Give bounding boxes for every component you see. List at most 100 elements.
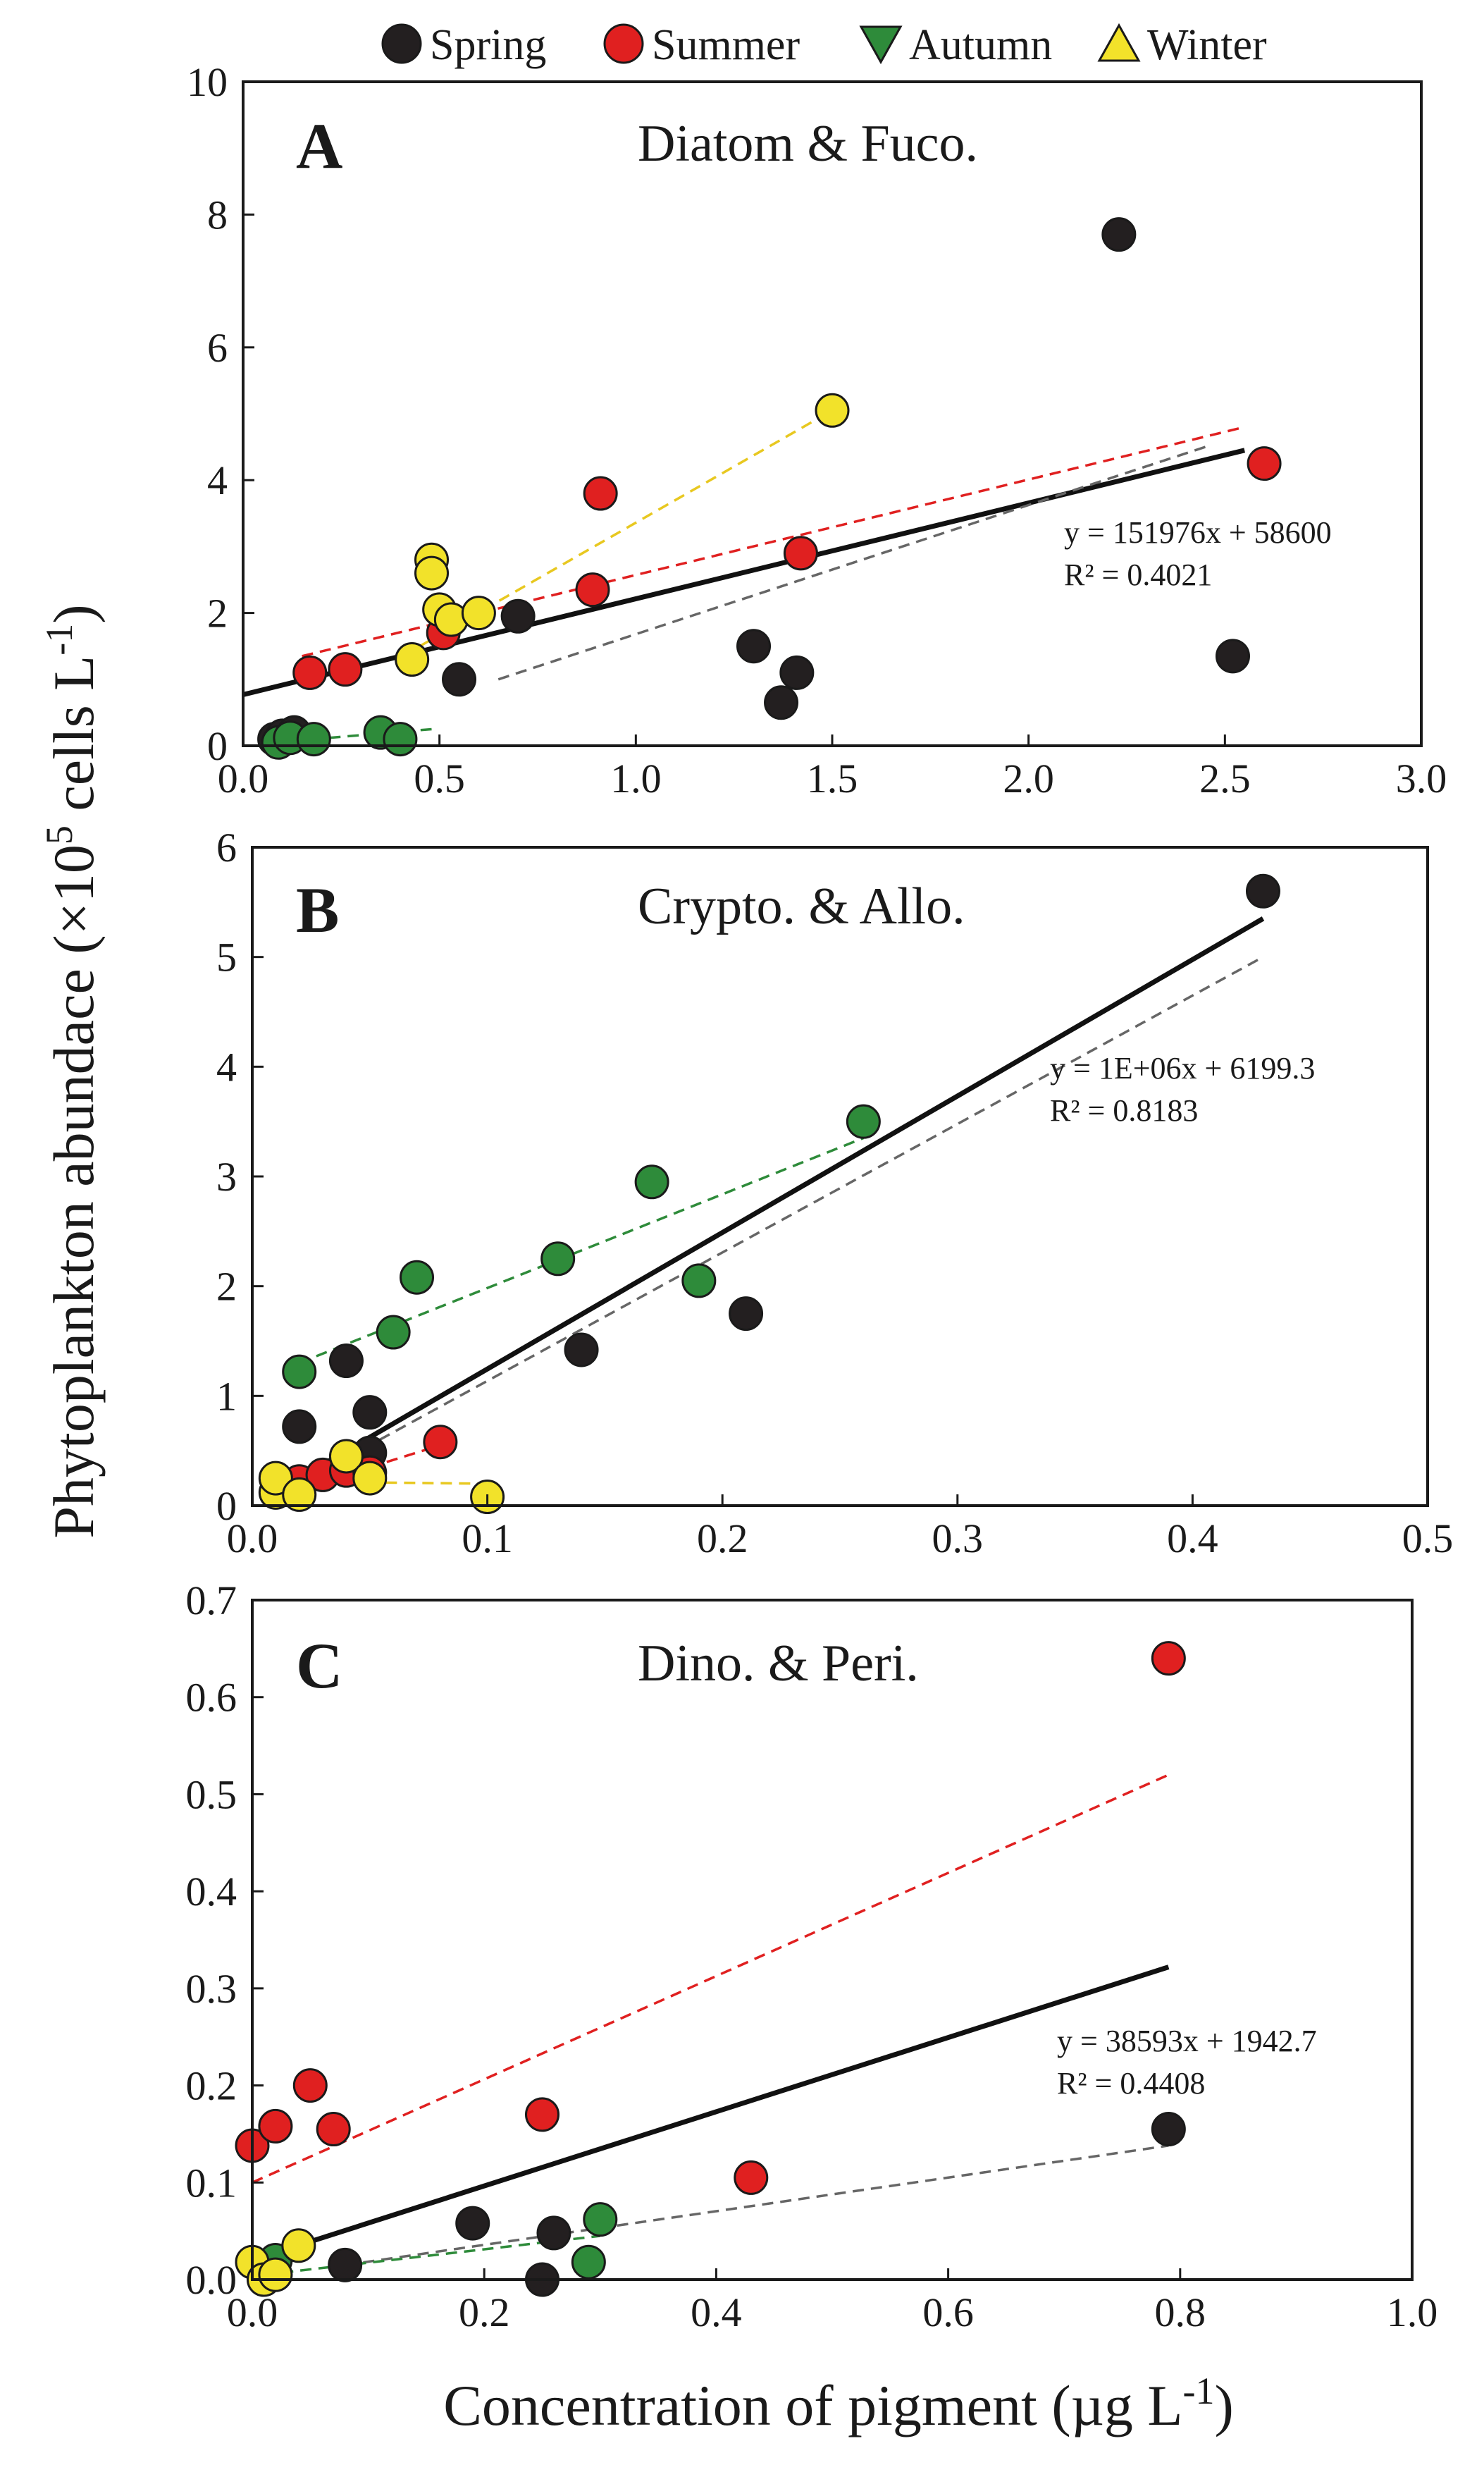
y-tick-label: 0.5 [186,1771,237,1817]
fit-line-overall [297,916,1265,1481]
data-point-autumn [571,2244,606,2280]
data-point-autumn [376,1315,411,1350]
fit-line-spring [345,2144,1169,2267]
data-point-spring [1151,2112,1186,2147]
y-axis-title: Phytoplankton abundace (×105 cells L-1) [38,604,106,1538]
legend-label-summer: Summer [652,21,800,69]
data-point-summer [316,2112,351,2147]
data-point-spring [729,1296,764,1332]
x-tick-label: 1.5 [807,756,858,801]
x-tick-label: 0.8 [1155,2289,1206,2335]
x-axis-title: Concentration of pigment (µg L-1) [443,2370,1234,2437]
data-point-autumn [400,1260,435,1295]
data-point-winter [328,1439,364,1474]
data-point-spring [352,1395,388,1430]
data-point-autumn [282,1354,317,1389]
data-point-spring [442,662,477,697]
fit-equation: y = 1E+06x + 6199.3 [1050,1051,1315,1086]
fit-line-spring [298,956,1264,1485]
data-point-spring [328,1344,364,1379]
panel-title: Crypto. & Allo. [638,878,965,935]
x-tick-label: 0.4 [691,2289,742,2335]
fit-line-summer [302,426,1245,658]
x-tick-label: 0.2 [459,2289,510,2335]
legend-label-autumn: Autumn [909,21,1052,69]
data-point-spring [455,2206,490,2241]
y-tick-label: 4 [216,1044,237,1090]
data-point-winter [414,555,450,591]
legend-marker-summer [603,23,644,64]
data-point-summer [292,655,328,690]
data-point-spring [1215,639,1250,674]
y-tick-label: 2 [216,1264,237,1310]
plot-frame [251,1599,1414,2281]
data-point-spring [282,1409,317,1444]
data-point-summer [525,2097,559,2132]
data-point-summer [575,572,610,608]
data-point-spring [736,629,772,664]
y-tick-label: 6 [207,325,228,371]
data-point-summer [783,536,818,571]
legend-label-winter: Winter [1147,21,1267,69]
x-tick-label: 0.0 [227,1515,278,1561]
fit-r2: R² = 0.8183 [1050,1093,1198,1128]
x-tick-label: 2.0 [1003,756,1054,801]
panel-c: 0.0 0.2 0.4 0.6 0.8 1.0 0.0 0.1 0.2 0.3 0.4 0.5 0.6 0… [186,1578,1438,2335]
x-tick-label: 0.0 [227,2289,278,2335]
y-tick-label: 0.0 [186,2257,237,2303]
y-tick-label: 0 [207,723,228,769]
x-tick-label: 0.5 [1402,1515,1454,1561]
data-point-autumn [583,2202,618,2237]
legend: Spring Summer Autumn Winter [381,21,1267,69]
fit-line-overall [251,1965,1170,2263]
panel-letter: C [296,1630,342,1702]
data-point-autumn [634,1164,669,1200]
data-point-summer [734,2160,769,2195]
y-tick-label: 0.4 [186,1869,237,1914]
y-tick-label: 0.2 [186,2063,237,2109]
y-tick-label: 6 [216,825,237,871]
x-tick-label: 0.5 [414,756,465,801]
data-point-spring [328,2247,363,2282]
fit-r2: R² = 0.4021 [1064,558,1212,592]
x-tick-label: 0.4 [1167,1515,1218,1561]
data-point-autumn [681,1263,717,1298]
x-tick-label: 0.0 [218,756,269,801]
data-point-summer [583,476,618,511]
y-tick-label: 0.1 [186,2160,237,2206]
panel-letter: B [296,874,339,946]
data-point-winter [258,2257,293,2292]
x-tick-label: 1.0 [610,756,662,801]
y-tick-label: 2 [207,591,228,637]
legend-marker-autumn [859,25,903,65]
panel-a: 0.0 0.5 1.0 1.5 2.0 2.5 3.0 0 2 4 6 8 10 A Diatom & … [187,59,1447,801]
data-point-spring [564,1332,599,1367]
data-point-winter [815,393,850,428]
legend-label-spring: Spring [430,21,546,69]
x-tick-label: 0.6 [922,2289,974,2335]
data-point-winter [258,1461,293,1496]
data-point-winter [281,2228,316,2263]
fit-line-summer [252,1773,1170,2184]
legend-marker-winter [1097,23,1141,62]
x-tick-label: 0.1 [462,1515,513,1561]
data-point-winter [461,596,496,631]
panel-b: 0.0 0.1 0.2 0.3 0.4 0.5 0 1 2 3 4 5 6 B Crypto. & Al… [216,825,1453,1561]
plot-frame [251,846,1429,1507]
fit-equation: y = 151976x + 58600 [1064,515,1332,550]
data-point-winter [282,1477,317,1512]
data-point-spring [764,685,799,720]
data-point-summer [328,652,363,687]
data-point-spring [1101,217,1137,252]
legend-marker-spring [381,23,422,64]
data-point-summer [292,2068,328,2103]
panel-letter: A [296,110,342,182]
data-point-spring [536,2215,571,2251]
y-tick-label: 8 [207,192,228,238]
y-tick-label: 3 [216,1154,237,1200]
x-tick-label: 3.0 [1396,756,1447,801]
data-point-winter [352,1461,388,1496]
y-tick-label: 0.6 [186,1675,237,1721]
fit-r2: R² = 0.4408 [1057,2066,1205,2101]
data-point-spring [1245,873,1280,909]
